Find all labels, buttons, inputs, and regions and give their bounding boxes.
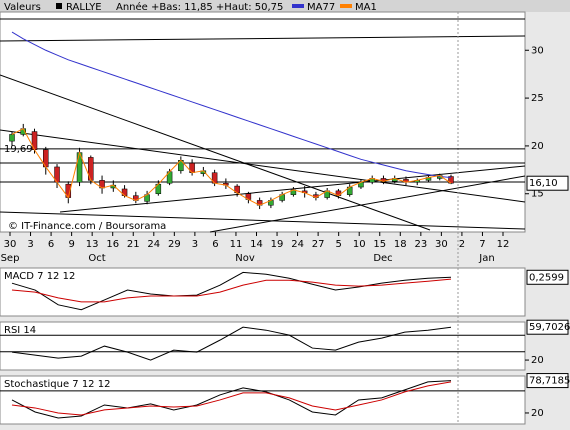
y-tick-label: 20 bbox=[531, 408, 544, 419]
legend-label: MA1 bbox=[355, 2, 377, 13]
trend-lines bbox=[0, 18, 526, 233]
header-icon bbox=[56, 3, 62, 9]
x-tick-label: 24 bbox=[147, 239, 160, 250]
panel-title: RSI 14 bbox=[4, 325, 36, 336]
x-tick-label: 24 bbox=[291, 239, 304, 250]
indicator-line bbox=[11, 271, 452, 311]
x-tick-label: 9 bbox=[68, 239, 74, 250]
y-tick-label: 15 bbox=[531, 189, 544, 200]
x-tick-label: 14 bbox=[250, 239, 263, 250]
x-tick-label: 10 bbox=[353, 239, 366, 250]
x-tick-label: 30 bbox=[4, 239, 17, 250]
legend-label: MA77 bbox=[307, 2, 335, 13]
indicator-line bbox=[11, 326, 452, 361]
x-tick-label: 19 bbox=[271, 239, 284, 250]
panel-title: MACD 7 12 12 bbox=[4, 271, 75, 282]
x-tick-label: 12 bbox=[497, 239, 510, 250]
month-label: Jan bbox=[478, 253, 494, 264]
x-tick-label: 16 bbox=[106, 239, 119, 250]
x-tick-label: 18 bbox=[394, 239, 407, 250]
header-name: RALLYE bbox=[66, 2, 102, 13]
macd-panel bbox=[0, 267, 526, 317]
y-tick-label: 25 bbox=[531, 93, 544, 104]
indicator-line bbox=[11, 278, 452, 303]
x-tick-label: 2 bbox=[459, 239, 465, 250]
header-bar bbox=[0, 0, 570, 12]
y-tick-label: 30 bbox=[531, 45, 544, 56]
last-value-box bbox=[526, 175, 569, 191]
candle-body bbox=[9, 134, 15, 142]
legend-swatch bbox=[292, 4, 304, 8]
legend-swatch bbox=[340, 4, 352, 8]
x-tick-label: 3 bbox=[192, 239, 198, 250]
annotation-label: 19,69 bbox=[4, 144, 33, 155]
x-tick-label: 5 bbox=[335, 239, 341, 250]
x-tick-label: 27 bbox=[312, 239, 325, 250]
x-tick-label: 15 bbox=[373, 239, 386, 250]
x-tick-label: 7 bbox=[479, 239, 485, 250]
x-tick-label: 29 bbox=[168, 239, 181, 250]
header-label: Valeurs bbox=[4, 2, 41, 13]
x-tick-label: 6 bbox=[212, 239, 218, 250]
last-value-box bbox=[526, 269, 569, 285]
ma-line bbox=[11, 31, 452, 178]
x-tick-label: 3 bbox=[27, 239, 33, 250]
last-value: 0,2599 bbox=[529, 272, 564, 283]
x-tick-label: 23 bbox=[414, 239, 427, 250]
last-value-box bbox=[526, 319, 569, 335]
month-label: Oct bbox=[88, 253, 105, 264]
month-label: Dec bbox=[373, 253, 392, 264]
month-label: Sep bbox=[1, 253, 20, 264]
month-label: Nov bbox=[235, 253, 255, 264]
header-range: Année +Bas: 11,85 +Haut: 50,75 bbox=[116, 1, 283, 13]
last-value-box bbox=[526, 373, 569, 389]
x-tick-label: 11 bbox=[230, 239, 243, 250]
main-panel bbox=[0, 11, 526, 233]
last-value: 16,10 bbox=[529, 178, 558, 189]
credit: © IT-Finance.com / Boursorama bbox=[8, 221, 166, 232]
y-tick-label: 20 bbox=[531, 141, 544, 152]
ma-line bbox=[11, 128, 452, 206]
last-value: 59,7026 bbox=[529, 322, 570, 333]
x-tick-label: 13 bbox=[86, 239, 99, 250]
x-tick-label: 30 bbox=[435, 239, 448, 250]
panel-title: Stochastique 7 12 12 bbox=[4, 379, 110, 390]
indicator-line bbox=[11, 381, 452, 416]
x-tick-label: 6 bbox=[48, 239, 54, 250]
y-tick-label: 20 bbox=[531, 355, 544, 366]
rsi-panel bbox=[0, 321, 526, 371]
last-value: 78,7185 bbox=[529, 376, 570, 387]
x-tick-label: 21 bbox=[127, 239, 140, 250]
